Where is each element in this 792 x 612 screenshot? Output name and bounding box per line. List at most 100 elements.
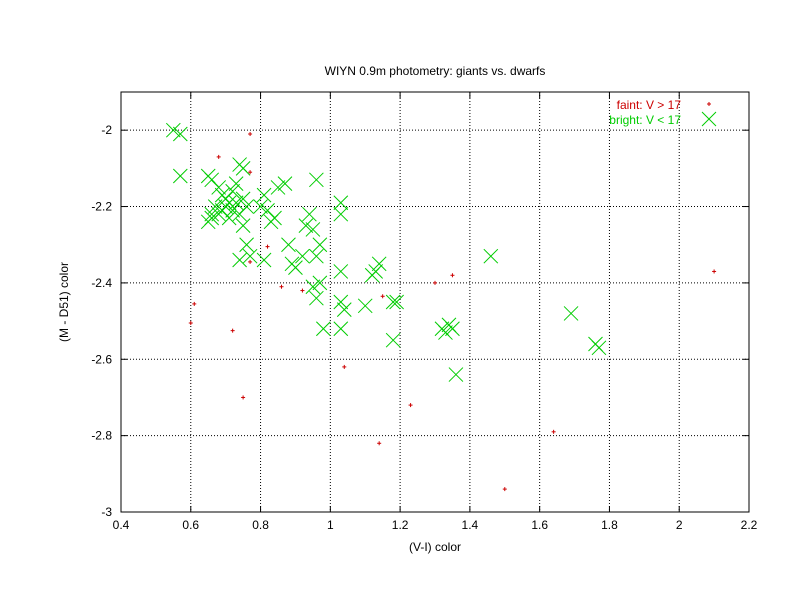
x-tick-label: 1.8: [601, 518, 618, 532]
bright-star-point: [225, 203, 240, 218]
bright-star-point: [204, 210, 220, 226]
faint-star-point: [265, 244, 270, 249]
bright-star-point: [239, 237, 254, 253]
x-tick-label: 0.4: [113, 518, 130, 532]
x-tick-label: 1: [327, 518, 334, 532]
bright-star-point: [298, 218, 314, 233]
bright-star-point: [333, 294, 349, 310]
bright-star-point: [385, 294, 401, 310]
tick-labels: 0.4 0.6 0.8 1 1.2 1.4 1.6 1.8 2 2.2 -2 -2.2 -2.4 -2.6…: [91, 123, 757, 532]
legend-bright-marker: [701, 111, 717, 127]
y-tick-label: -2.8: [91, 429, 112, 443]
bright-star-point: [333, 264, 349, 279]
faint-star-point: [712, 269, 717, 274]
faint-star-point: [300, 288, 305, 293]
y-tick-label: -2.2: [91, 200, 112, 214]
bright-star-point: [239, 199, 254, 214]
faint-star-point: [450, 273, 455, 278]
bright-star-point: [253, 199, 268, 214]
faint-star-point: [192, 301, 197, 306]
bright-star-point: [333, 206, 349, 222]
faint-star-point: [551, 429, 556, 434]
faint-star-point: [279, 284, 284, 289]
legend-faint-label: faint: V > 17: [617, 98, 682, 112]
faint-star-point: [433, 280, 437, 285]
legend-bright-symbol: [701, 111, 717, 127]
legend-bright-label: bright: V < 17: [609, 113, 681, 127]
bright-star-point: [218, 199, 234, 214]
faint-star-point: [241, 395, 246, 400]
bright-star-point: [302, 206, 317, 222]
bright-star-point: [221, 210, 237, 226]
bright-star-point: [172, 168, 188, 184]
bright-star-point: [591, 340, 607, 356]
faint-star-point: [248, 132, 253, 136]
faint-star-point: [216, 154, 221, 159]
data-points: [165, 122, 717, 492]
x-tick-label: 1.4: [462, 518, 479, 532]
legend: faint: V > 17 bright: V < 17: [609, 98, 717, 127]
bright-star-point: [295, 248, 310, 264]
y-tick-label: -2.4: [91, 276, 112, 290]
bright-star-point: [232, 252, 247, 268]
bright-star-point: [563, 306, 579, 321]
bright-star-point: [256, 187, 272, 203]
x-tick-label: 1.6: [531, 518, 548, 532]
bright-star-point: [309, 248, 324, 264]
bright-star-point: [277, 176, 293, 191]
bright-star-point: [281, 237, 296, 253]
bright-star-point: [389, 294, 404, 310]
bright-star-point: [312, 237, 328, 253]
bright-star-point: [483, 248, 499, 264]
y-tick-label: -2: [101, 123, 112, 137]
faint-star-point: [230, 328, 235, 333]
bright-star-point: [207, 199, 223, 214]
bright-star-point: [438, 325, 453, 340]
faint-star-point: [377, 441, 382, 446]
bright-star-point: [385, 332, 401, 348]
y-axis-label: (M - D51) color: [57, 262, 71, 342]
bright-star-point: [368, 264, 384, 279]
bright-star-point: [228, 195, 244, 211]
y-tick-label: -3: [101, 505, 112, 519]
y-tick-label: -2.6: [91, 352, 112, 366]
plot-frame: [120, 91, 750, 513]
bright-star-point: [309, 290, 324, 306]
grid-lines: [121, 92, 749, 512]
bright-star-point: [333, 321, 349, 337]
faint-star-point: [188, 321, 193, 325]
bright-star-point: [228, 176, 244, 191]
legend-faint-symbol: [707, 102, 711, 106]
faint-star-point: [248, 259, 253, 264]
x-tick-label: 2.2: [741, 518, 758, 532]
bright-star-point: [448, 367, 464, 382]
x-tick-label: 0.8: [252, 518, 269, 532]
bright-star-point: [256, 252, 272, 268]
faint-star-point: [342, 364, 347, 369]
bright-star-point: [242, 248, 258, 264]
bright-star-point: [235, 161, 251, 176]
bright-star-point: [312, 275, 328, 291]
bright-star-point: [309, 172, 324, 188]
bright-star-point: [445, 321, 460, 337]
bright-star-point: [336, 302, 352, 317]
bright-star-point: [235, 191, 251, 207]
bright-star-point: [316, 321, 331, 337]
chart-title: WIYN 0.9m photometry: giants vs. dwarfs: [325, 64, 546, 78]
faint-star-point: [502, 487, 507, 492]
bright-star-point: [371, 256, 387, 272]
x-tick-label: 2: [676, 518, 683, 532]
bright-star-point: [172, 126, 188, 142]
bright-star-point: [211, 180, 227, 195]
bright-star-point: [288, 260, 303, 275]
x-axis-label: (V-I) color: [409, 540, 461, 554]
bright-star-point: [235, 218, 251, 233]
legend-faint-marker: [707, 102, 711, 106]
bright-star-point: [333, 195, 349, 211]
bright-star-point: [225, 183, 240, 199]
bright-star-point: [204, 206, 220, 222]
faint-star-point: [248, 170, 253, 175]
x-tick-label: 1.2: [392, 518, 409, 532]
